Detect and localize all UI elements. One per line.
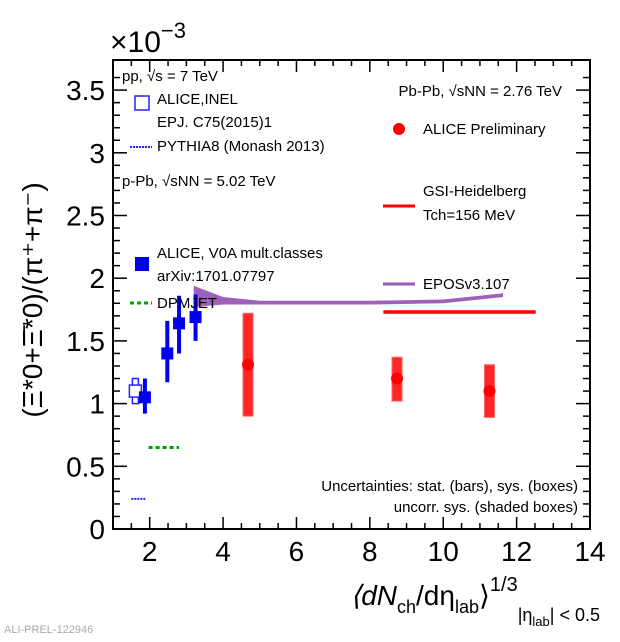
legend-marker-pbpb bbox=[393, 123, 405, 135]
legend-pp-inel-1: ALICE,INEL bbox=[157, 91, 238, 108]
epos-band bbox=[193, 285, 504, 308]
legend-gsi-1: GSI-Heidelberg bbox=[423, 183, 526, 200]
legend-gsi-2: Tch=156 MeV bbox=[423, 207, 515, 224]
legend-epos: EPOSv3.107 bbox=[423, 276, 510, 293]
annotation-uncorr: uncorr. sys. (shaded boxes) bbox=[394, 499, 578, 516]
pp-point bbox=[128, 384, 143, 398]
legend-pythia: PYTHIA8 (Monash 2013) bbox=[157, 138, 325, 155]
ppb-point bbox=[189, 311, 202, 324]
y-tick-label: 1 bbox=[89, 389, 105, 420]
legend-pp-inel-2: EPJ. C75(2015)1 bbox=[157, 114, 272, 131]
legend-marker-pp-inel bbox=[134, 95, 150, 111]
y-scale-factor: ×10−3 bbox=[110, 18, 186, 59]
x-tick-label: 14 bbox=[574, 536, 605, 567]
x-tick-label: 8 bbox=[362, 536, 378, 567]
legend-right: Pb-Pb, √sNN = 2.76 TeV ALICE Preliminary… bbox=[383, 83, 562, 293]
y-tick-label: 0 bbox=[89, 514, 105, 545]
x-tick-label: 4 bbox=[215, 536, 231, 567]
x-tick-label: 12 bbox=[501, 536, 532, 567]
legend-ppb-1: ALICE, V0A mult.classes bbox=[157, 245, 323, 262]
legend-left: pp, √s = 7 TeV ALICE,INEL EPJ. C75(2015)… bbox=[122, 68, 325, 312]
watermark: ALI-PREL-122946 bbox=[4, 624, 93, 636]
pbpb-point bbox=[483, 385, 496, 398]
y-tick-label: 2.5 bbox=[66, 200, 105, 231]
ppb-point bbox=[161, 347, 174, 360]
pbpb-point bbox=[242, 358, 255, 371]
legend-ppb-header: p-Pb, √sNN = 5.02 TeV bbox=[122, 173, 275, 190]
y-tick-label: 0.5 bbox=[66, 451, 105, 482]
legend-pbpb-data: ALICE Preliminary bbox=[423, 121, 546, 138]
legend-pp-header: pp, √s = 7 TeV bbox=[122, 68, 218, 85]
legend-ppb-2: arXiv:1701.07797 bbox=[157, 268, 275, 285]
y-tick-label: 1.5 bbox=[66, 326, 105, 357]
legend-dpmjet: DPMJET bbox=[157, 295, 217, 312]
annotation-uncertainties: Uncertainties: stat. (bars), sys. (boxes… bbox=[321, 478, 578, 495]
x-tick-label: 2 bbox=[142, 536, 158, 567]
y-tick-label: 3 bbox=[89, 138, 105, 169]
y-tick-label: 3.5 bbox=[66, 75, 105, 106]
x-tick-label: 10 bbox=[428, 536, 459, 567]
x-axis-label: ⟨dNch/dηlab⟩1/3|ηlab| < 0.5 bbox=[350, 574, 600, 629]
ppb-point bbox=[138, 391, 151, 404]
ppb-point bbox=[173, 317, 186, 330]
y-tick-label: 2 bbox=[89, 263, 105, 294]
pbpb-point bbox=[390, 372, 403, 385]
legend-pbpb-header: Pb-Pb, √sNN = 2.76 TeV bbox=[399, 83, 562, 100]
y-axis-label: (Ξ*0+Ξ̄*0)/(π⁺+π⁻) bbox=[17, 182, 48, 417]
x-tick-label: 6 bbox=[289, 536, 305, 567]
legend-marker-ppb bbox=[135, 257, 149, 271]
